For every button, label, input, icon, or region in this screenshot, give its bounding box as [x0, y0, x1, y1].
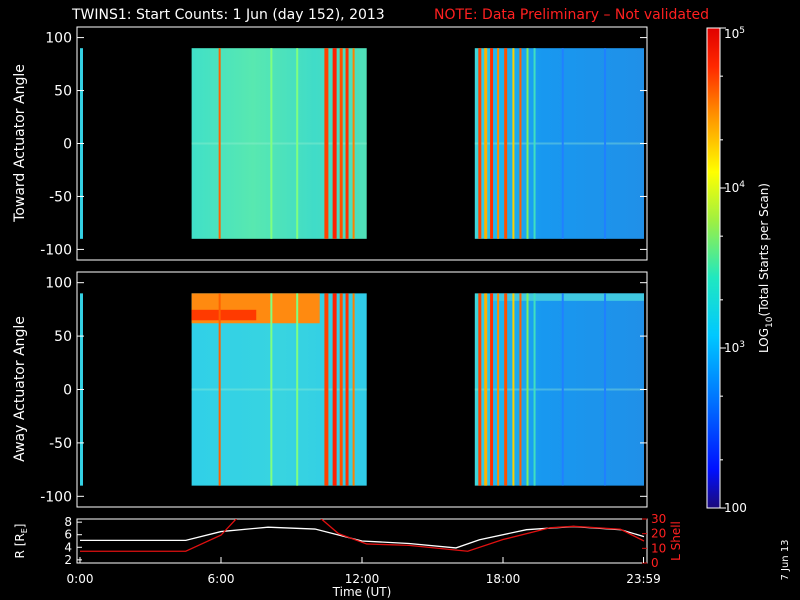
count-streak: [519, 293, 522, 486]
count-streak: [270, 293, 273, 486]
count-streak: [526, 293, 529, 486]
count-streak: [519, 48, 522, 239]
away-y-ticks: 100 50 0 -50 -100: [40, 276, 647, 505]
ephemeris-lines: [80, 519, 645, 552]
page-title: TWINS1: Start Counts: 1 Jun (day 152), 2…: [0, 0, 800, 26]
count-streak: [352, 48, 355, 239]
data-block: [191, 293, 367, 486]
y-tick-label: 50: [54, 84, 72, 100]
count-streak: [504, 48, 508, 239]
colorbar: 105 104 103 100 LOG10(Total Starts per Scan…: [706, 26, 775, 515]
count-streak: [339, 48, 343, 239]
count-streak: [533, 293, 536, 486]
r-series-line: [80, 525, 645, 549]
time-tick-label: 6:00: [208, 572, 235, 586]
y-tick-label: -50: [49, 189, 72, 205]
count-streak: [345, 293, 349, 486]
data-block: [191, 48, 367, 239]
colorbar-tick-label: 105: [724, 26, 745, 41]
preliminary-note: NOTE: Data Preliminary – Not validated: [434, 7, 709, 23]
away-data-blocks: [80, 293, 644, 486]
count-streak: [484, 48, 488, 239]
time-tick-label: 18:00: [486, 572, 521, 586]
count-streak: [478, 48, 482, 239]
count-streak: [339, 293, 343, 486]
count-streak: [533, 48, 536, 239]
y-tick-label: -50: [49, 436, 72, 452]
count-streak: [561, 293, 564, 486]
count-streak: [490, 48, 494, 239]
count-streak: [296, 293, 299, 486]
r-axis-label: R [RE]: [13, 524, 29, 559]
count-streak: [352, 293, 355, 486]
colorbar-label: LOG10(Total Starts per Scan): [757, 183, 775, 353]
count-streak: [345, 48, 349, 239]
y-tick-label: 100: [45, 31, 72, 47]
y-tick-label: -100: [40, 242, 72, 258]
count-streak: [497, 48, 500, 239]
time-tick-label: 23:59: [626, 572, 661, 586]
toward-heatmap-panel: 100 50 0 -50 -100 Toward Actuator Angle: [12, 26, 648, 261]
time-axis-ticks: 0:00 6:00 12:00 18:00 23:59: [67, 557, 661, 586]
count-streak: [218, 293, 221, 486]
away-y-axis-label: Away Actuator Angle: [12, 316, 28, 462]
data-block: [474, 48, 644, 239]
toward-data-blocks: [80, 48, 644, 239]
y-tick-label: -100: [40, 489, 72, 505]
time-tick-label: 12:00: [345, 572, 380, 586]
count-streak: [332, 293, 337, 486]
count-streak: [604, 48, 607, 239]
y-tick-label: 0: [63, 137, 72, 153]
count-streak: [604, 293, 607, 486]
count-streak: [561, 48, 564, 239]
count-streak: [218, 48, 221, 239]
count-streak: [324, 48, 329, 239]
r-tick-label: 4: [64, 540, 72, 554]
count-streak: [478, 293, 482, 486]
colorbar-gradient: [706, 27, 721, 509]
count-streak: [497, 293, 500, 486]
away-heatmap-panel: 100 50 0 -50 -100 Away Actuator Angle: [12, 271, 648, 508]
count-streak: [270, 48, 273, 239]
lshell-tick-label: 10: [651, 541, 666, 555]
high-angle-edge: [491, 293, 644, 301]
y-tick-label: 0: [63, 383, 72, 399]
lshell-axis-label: L Shell: [669, 521, 683, 561]
high-count-core: [191, 309, 257, 321]
count-streak: [526, 48, 529, 239]
colorbar-ticks: 105 104 103 100: [720, 26, 747, 515]
r-tick-label: 8: [64, 515, 72, 529]
y-tick-label: 100: [45, 276, 72, 292]
toward-y-axis-label: Toward Actuator Angle: [12, 64, 28, 223]
count-streak: [504, 293, 508, 486]
r-tick-label: 2: [64, 553, 72, 567]
count-streak: [324, 293, 329, 486]
lshell-tick-label: 20: [651, 527, 666, 541]
colorbar-tick-label: 100: [724, 501, 747, 515]
colorbar-tick-label: 103: [724, 340, 745, 355]
time-tick-label: 0:00: [67, 572, 94, 586]
title-text: TWINS1: Start Counts: 1 Jun (day 152), 2…: [72, 7, 385, 23]
lshell-series-line: [80, 519, 645, 552]
count-streak: [512, 293, 515, 486]
data-block: [474, 293, 644, 486]
count-streak: [490, 293, 494, 486]
count-streak: [332, 48, 337, 239]
count-streak: [484, 293, 488, 486]
count-streak: [512, 48, 515, 239]
colorbar-tick-label: 104: [724, 180, 745, 195]
date-stamp: 7 Jun 13: [780, 539, 791, 580]
y-tick-label: 50: [54, 329, 72, 345]
toward-y-ticks: 100 50 0 -50 -100: [40, 31, 647, 258]
lshell-tick-label: 0: [651, 556, 659, 570]
time-axis-label: Time (UT): [332, 585, 392, 599]
lshell-tick-label: 30: [651, 512, 666, 526]
r-tick-label: 6: [64, 528, 72, 542]
count-streak: [296, 48, 299, 239]
